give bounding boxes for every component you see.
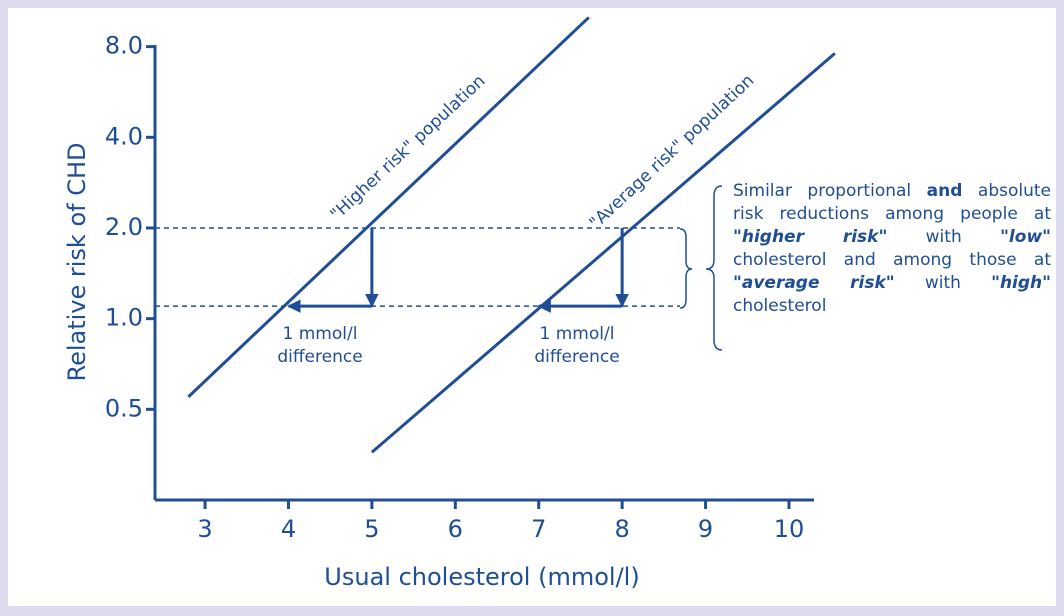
note: Similar proportional and absolute risk r… [733,180,1051,318]
y-tick-label: 0.5 [105,394,143,422]
x-axis-title: Usual cholesterol (mmol/l) [324,563,639,591]
x-tick-label: 7 [531,515,546,543]
note-text: with [924,273,961,293]
y-tick-label: 2.0 [105,213,143,241]
note-text: cholesterol and among those at [733,250,1051,270]
panel [8,8,1056,606]
brace [705,185,723,351]
x-tick-label: 3 [197,515,212,543]
x-tick-label: 6 [448,515,463,543]
note-text: "low" [1000,227,1052,247]
x-tick-label: 4 [281,515,296,543]
note-text: absolute risk reductions among people at [733,181,1052,224]
x-tick-label: 10 [774,515,805,543]
arrow-label: difference [534,347,619,367]
note-text: "average risk" [733,273,895,293]
arrow-label: difference [277,347,362,367]
note-text: and [926,181,963,201]
line [370,52,836,454]
brace [679,228,693,309]
y-tick-label: 8.0 [105,32,143,60]
arrow-label: 1 mmol/l [283,324,358,344]
y-tick-label: 4.0 [105,122,143,150]
x-tick-label: 5 [364,515,379,543]
x-tick-label: 8 [614,515,629,543]
x-tick-label: 9 [698,515,713,543]
note-text: "high" [991,273,1052,293]
line-label: "Higher risk" population [327,71,490,225]
line [187,16,590,398]
arrow-label: 1 mmol/l [540,324,615,344]
note-text: Similar proportional [733,181,912,201]
y-tick-label: 1.0 [105,304,143,332]
y-axis-title: Relative risk of CHD [63,142,91,381]
note-text: "higher risk" [733,227,888,247]
note-text: with [925,227,962,247]
note-text: cholesterol [733,296,827,316]
